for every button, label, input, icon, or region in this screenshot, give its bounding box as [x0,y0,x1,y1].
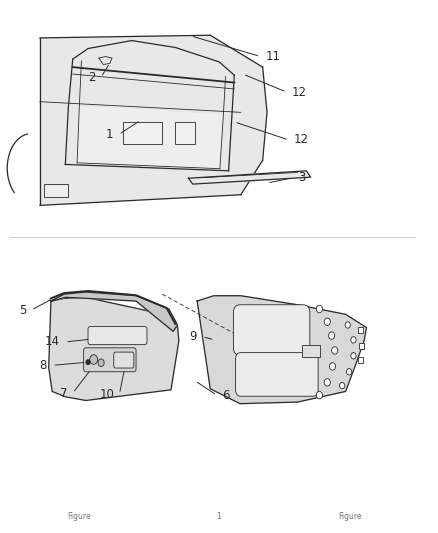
Circle shape [351,353,356,359]
Polygon shape [40,35,267,205]
Text: Figure: Figure [67,512,91,521]
Text: 2: 2 [88,71,96,84]
Text: 10: 10 [99,387,114,401]
Bar [358,327,363,333]
Text: 7: 7 [60,386,67,400]
Text: 8: 8 [39,359,47,372]
Circle shape [339,382,345,389]
Bar [358,357,363,364]
Circle shape [316,391,322,399]
Bar [359,343,364,349]
FancyBboxPatch shape [84,348,136,372]
Text: Figure: Figure [338,512,362,521]
Text: 12: 12 [292,86,307,99]
Bar [302,345,320,357]
Circle shape [345,322,350,328]
Circle shape [324,378,330,386]
Text: 1: 1 [106,128,113,141]
Bar [123,122,162,144]
FancyBboxPatch shape [236,353,318,396]
Polygon shape [49,297,179,400]
Circle shape [329,363,336,370]
Polygon shape [77,107,223,168]
Text: 6: 6 [222,389,230,402]
Bar [44,184,68,197]
Text: 1: 1 [217,512,221,521]
Circle shape [316,305,322,313]
Polygon shape [188,171,311,184]
Circle shape [90,355,98,365]
Text: 14: 14 [45,335,60,349]
FancyBboxPatch shape [88,327,147,345]
Polygon shape [51,292,177,332]
Bar [175,122,195,144]
Polygon shape [197,296,367,403]
Circle shape [346,368,352,375]
Text: 12: 12 [294,133,309,147]
Text: 5: 5 [19,304,26,317]
Circle shape [98,359,104,367]
Circle shape [351,337,356,343]
Text: 9: 9 [190,330,197,343]
FancyBboxPatch shape [114,352,134,368]
Circle shape [332,347,338,354]
FancyBboxPatch shape [233,305,310,356]
Circle shape [324,318,330,326]
Text: 3: 3 [298,171,306,184]
Circle shape [86,360,90,365]
Circle shape [328,332,335,340]
Text: 11: 11 [266,50,281,63]
